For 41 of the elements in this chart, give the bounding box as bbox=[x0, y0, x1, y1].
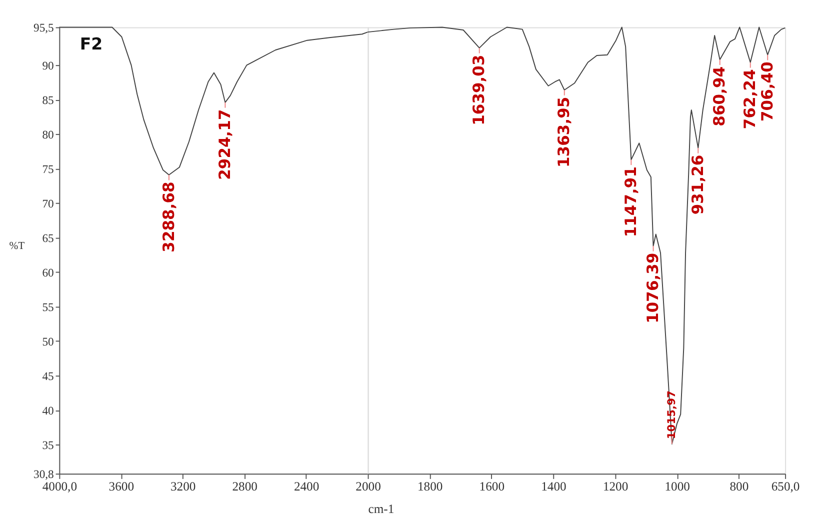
annotation: 1147,91 bbox=[622, 166, 640, 238]
annotation: 1639,03 bbox=[470, 54, 488, 126]
x-tick-label: 1200 bbox=[602, 480, 628, 494]
annotation: 1015,97 bbox=[664, 390, 678, 440]
x-axis-title: cm-1 bbox=[368, 502, 394, 516]
annotation: 1363,95 bbox=[555, 96, 574, 168]
y-tick-label: 40 bbox=[42, 404, 54, 418]
x-tick-label: 1000 bbox=[664, 480, 690, 494]
x-tick-label: 4000,0 bbox=[42, 480, 78, 494]
x-tick-label: 2000 bbox=[356, 480, 381, 494]
x-tick-label: 3600 bbox=[108, 480, 134, 494]
y-tick-label: 90 bbox=[42, 60, 54, 73]
y-tick-label: 35 bbox=[42, 439, 54, 452]
x-tick-label: 650,0 bbox=[771, 480, 800, 494]
y-tick-label: 50 bbox=[42, 336, 54, 349]
x-tick-label: 800 bbox=[730, 480, 749, 494]
x-tick-label: 1600 bbox=[479, 480, 505, 494]
x-tick-label: 3200 bbox=[170, 480, 196, 494]
y-tick-label: 30,8 bbox=[34, 468, 54, 481]
text: F2 bbox=[80, 34, 103, 54]
annotation: 3288,68 bbox=[160, 182, 178, 252]
annotation: 762,24 bbox=[741, 69, 760, 130]
y-axis-title: %T bbox=[9, 240, 26, 252]
x-tick-label: 2400 bbox=[294, 480, 320, 494]
x-tick-label: 1800 bbox=[417, 480, 443, 494]
annotation: 1076,39 bbox=[644, 252, 662, 324]
y-tick-label: 60 bbox=[42, 266, 54, 280]
annotation: 931,26 bbox=[688, 154, 707, 215]
x-tick-label: 2800 bbox=[232, 480, 258, 494]
annotation: 706,40 bbox=[758, 61, 776, 122]
y-tick-label: 85 bbox=[42, 94, 54, 108]
y-tick-label: 80 bbox=[42, 128, 54, 142]
y-tick-label: 70 bbox=[42, 198, 54, 211]
y-tick-label: 75 bbox=[42, 163, 54, 176]
y-tick-label: 55 bbox=[42, 301, 54, 314]
x-tick-label: 1400 bbox=[541, 480, 566, 494]
y-tick-label: 65 bbox=[42, 232, 54, 246]
annotation: 860,94 bbox=[710, 66, 729, 126]
y-tick-label: 95,5 bbox=[34, 22, 54, 35]
annotation: 2924,17 bbox=[216, 109, 234, 180]
y-tick-label: 45 bbox=[42, 370, 54, 384]
